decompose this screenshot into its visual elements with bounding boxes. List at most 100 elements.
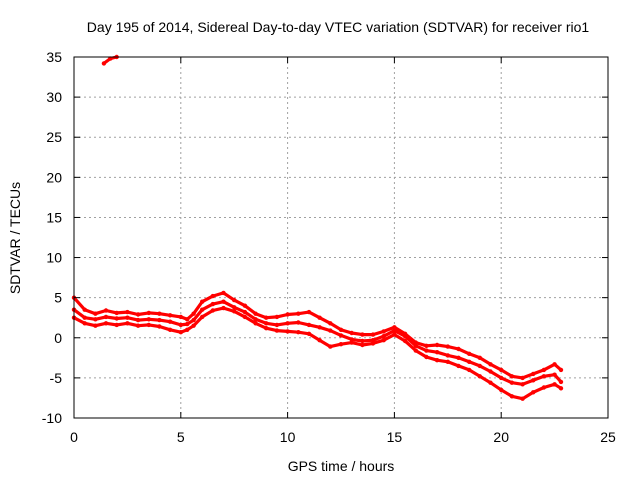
- plot-frame: [73, 56, 609, 419]
- data-point: [264, 315, 269, 320]
- data-point: [467, 359, 472, 364]
- data-point: [146, 317, 151, 322]
- data-point: [135, 312, 141, 317]
- data-point: [264, 321, 269, 326]
- data-point: [509, 374, 515, 379]
- data-point: [402, 338, 408, 344]
- data-point: [200, 299, 205, 304]
- data-point: [103, 308, 109, 313]
- y-axis-label: SDTVAR / TECUs: [7, 182, 23, 294]
- data-point: [93, 323, 98, 328]
- data-point: [558, 386, 564, 391]
- data-point: [349, 337, 354, 342]
- data-point: [93, 317, 98, 322]
- data-point: [242, 314, 248, 320]
- data-point: [82, 321, 87, 326]
- data-point: [306, 322, 312, 328]
- data-point: [178, 330, 183, 335]
- data-point: [296, 330, 301, 335]
- x-tick-label: 10: [280, 429, 296, 445]
- data-point: [264, 326, 269, 331]
- x-tick-label: 15: [387, 429, 403, 445]
- data-point: [232, 309, 237, 314]
- y-tick-label: 10: [46, 250, 62, 266]
- y-tick-label: 15: [46, 209, 62, 225]
- data-point: [381, 334, 386, 339]
- data-point: [434, 358, 440, 363]
- data-point: [424, 348, 429, 353]
- data-point: [210, 301, 215, 307]
- data-point: [488, 369, 493, 374]
- data-point: [445, 353, 450, 358]
- data-point: [125, 321, 130, 326]
- data-point: [558, 379, 564, 385]
- data-point: [135, 323, 141, 328]
- data-point: [103, 314, 109, 320]
- data-point: [221, 290, 226, 296]
- data-point: [370, 338, 376, 343]
- data-point: [167, 319, 173, 324]
- data-point: [242, 309, 248, 315]
- data-point: [531, 371, 536, 377]
- data-point: [178, 322, 183, 328]
- data-point: [253, 317, 258, 322]
- data-point: [185, 321, 190, 327]
- series-band-upper: [72, 291, 563, 380]
- data-point: [146, 322, 151, 328]
- data-point: [306, 331, 312, 336]
- x-tick-labels: 0 5 10 15 20 25: [70, 429, 616, 445]
- data-point: [101, 61, 107, 66]
- data-point: [178, 314, 183, 320]
- data-point: [413, 343, 418, 348]
- data-point: [93, 311, 98, 316]
- data-point: [200, 314, 205, 320]
- data-point: [413, 348, 418, 353]
- x-tick-label: 25: [600, 429, 616, 445]
- data-point: [445, 344, 450, 349]
- data-point: [381, 329, 386, 334]
- data-point: [185, 327, 190, 332]
- data-point: [274, 314, 280, 320]
- grid-lines: [74, 57, 608, 418]
- data-point: [531, 390, 536, 395]
- data-point: [338, 342, 344, 347]
- data-point: [488, 380, 493, 385]
- data-point: [191, 311, 196, 316]
- data-point: [317, 338, 322, 343]
- data-point: [360, 332, 365, 337]
- data-point: [232, 297, 237, 303]
- data-point: [509, 380, 515, 385]
- data-point: [520, 375, 525, 381]
- data-point: [253, 321, 258, 326]
- y-tick-label: 35: [46, 49, 62, 65]
- data-point: [392, 328, 397, 333]
- data-point: [392, 325, 397, 330]
- data-point: [456, 363, 461, 369]
- data-point: [125, 315, 130, 320]
- data-point: [114, 322, 119, 328]
- data-point: [360, 338, 365, 344]
- data-point: [114, 310, 119, 316]
- data-point: [221, 299, 226, 304]
- data-point: [285, 329, 290, 334]
- data-point: [157, 317, 162, 323]
- data-point: [296, 311, 301, 316]
- data-point: [456, 346, 461, 352]
- data-point: [360, 342, 365, 348]
- data-point: [477, 374, 482, 379]
- data-point: [349, 330, 354, 336]
- data-point: [242, 303, 248, 308]
- data-point: [221, 305, 226, 311]
- data-point: [296, 320, 301, 325]
- chart-title: Day 195 of 2014, Sidereal Day-to-day VTE…: [87, 19, 590, 35]
- data-point: [370, 341, 376, 346]
- data-point: [210, 293, 215, 299]
- data-point: [509, 394, 515, 399]
- y-tick-label: -10: [42, 410, 62, 426]
- data-point: [338, 333, 344, 338]
- data-point: [167, 313, 173, 318]
- data-point: [200, 307, 205, 312]
- data-point: [274, 328, 280, 333]
- data-point: [467, 367, 472, 373]
